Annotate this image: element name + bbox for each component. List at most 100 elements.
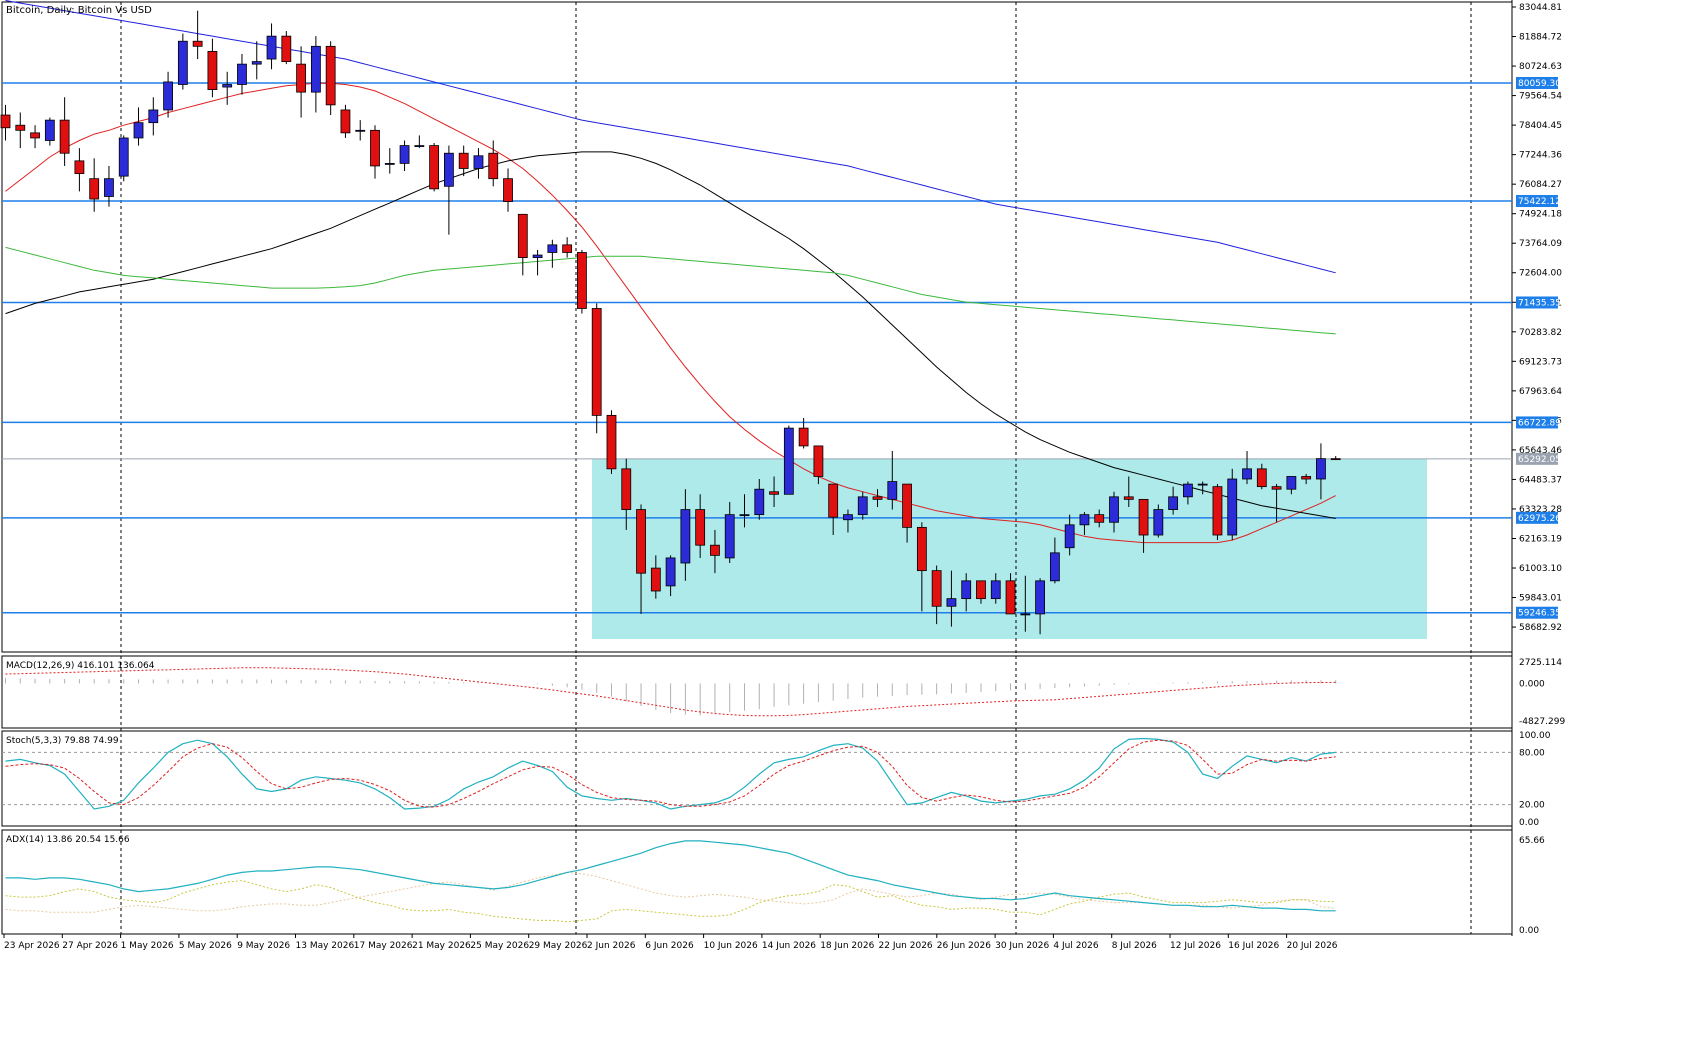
candle-bullish bbox=[1079, 514, 1090, 526]
adx-tick-label: 0.00 bbox=[1519, 926, 1539, 936]
macd-tick-label: -4827.299 bbox=[1519, 717, 1565, 727]
candle-bearish bbox=[59, 119, 70, 154]
candle-bearish bbox=[503, 178, 513, 202]
date-tick-label: 22 Jun 2026 bbox=[879, 941, 933, 951]
candle-bearish bbox=[458, 152, 469, 169]
date-tick-label: 10 Jun 2026 bbox=[704, 941, 758, 951]
candle-bullish bbox=[414, 145, 425, 147]
price-tick-label: 62163.19 bbox=[1519, 534, 1562, 544]
candle-bearish bbox=[1212, 486, 1223, 536]
candle-bearish bbox=[370, 129, 380, 167]
candle-bearish bbox=[429, 145, 440, 190]
candle-bearish bbox=[872, 496, 883, 500]
candle-bullish bbox=[1183, 483, 1193, 498]
candle-bearish bbox=[798, 427, 809, 447]
moving-average-blue bbox=[5, 0, 1336, 274]
candle-bullish bbox=[1109, 496, 1119, 523]
stoch-tick-label: 0.00 bbox=[1519, 818, 1539, 828]
price-tick-label: 69123.73 bbox=[1519, 357, 1562, 367]
date-tick-label: 5 May 2026 bbox=[179, 941, 232, 951]
date-tick-label: 14 Jun 2026 bbox=[762, 941, 816, 951]
candle-bullish bbox=[177, 40, 188, 85]
candle-bearish bbox=[30, 132, 40, 139]
candle-bearish bbox=[976, 580, 986, 600]
candle-bearish bbox=[1271, 486, 1282, 490]
candle-bullish bbox=[384, 163, 395, 165]
date-tick-label: 12 Jul 2026 bbox=[1170, 941, 1221, 951]
candle-bearish bbox=[902, 483, 912, 528]
price-tick-label: 81884.72 bbox=[1519, 33, 1562, 43]
adx-tick-label: 65.66 bbox=[1519, 836, 1545, 846]
candle-bearish bbox=[769, 491, 779, 495]
date-tick-label: 30 Jun 2026 bbox=[995, 941, 1049, 951]
candle-bullish bbox=[473, 155, 484, 169]
level-tag bbox=[1516, 195, 1558, 208]
level-tag-label: 66722.89 bbox=[1518, 418, 1561, 428]
level-tag bbox=[1516, 76, 1558, 89]
candle-bullish bbox=[1197, 483, 1208, 486]
candle-bullish bbox=[1020, 613, 1031, 616]
candle-bearish bbox=[931, 570, 942, 607]
candle-bearish bbox=[621, 468, 632, 510]
date-tick-label: 23 Apr 2026 bbox=[4, 941, 60, 951]
candle-bullish bbox=[355, 129, 366, 132]
panel-frame-sto bbox=[1, 730, 1513, 827]
moving-average-black bbox=[5, 151, 1336, 519]
price-tick-label: 74924.18 bbox=[1519, 210, 1562, 220]
candle-bullish bbox=[547, 244, 558, 253]
candle-bullish bbox=[1153, 509, 1164, 536]
candle-bearish bbox=[1256, 468, 1267, 488]
level-tag-label: 71435.35 bbox=[1518, 298, 1561, 308]
candle-bullish bbox=[118, 137, 129, 177]
price-tick-label: 63323.28 bbox=[1519, 505, 1562, 515]
price-tick-label: 73764.09 bbox=[1519, 239, 1562, 249]
candle-bullish bbox=[163, 81, 173, 111]
candle-bearish bbox=[695, 509, 706, 546]
candle-bearish bbox=[828, 483, 839, 518]
candle-bullish bbox=[857, 496, 868, 516]
date-tick-label: 6 Jun 2026 bbox=[645, 941, 694, 951]
level-tag bbox=[1516, 416, 1558, 429]
candle-bearish bbox=[577, 252, 587, 309]
stoch-title: Stoch(5,3,3) 79.88 74.99 bbox=[6, 736, 119, 746]
price-tick-label: 70283.82 bbox=[1519, 328, 1562, 338]
candle-bullish bbox=[1227, 478, 1238, 536]
candle-bullish bbox=[1035, 580, 1045, 615]
candle-bullish bbox=[739, 514, 750, 517]
date-tick-label: 27 Apr 2026 bbox=[62, 941, 118, 951]
date-tick-label: 25 May 2026 bbox=[470, 941, 529, 951]
stoch-signal-line bbox=[5, 739, 1336, 808]
candle-bearish bbox=[916, 526, 927, 572]
candle-bearish bbox=[207, 51, 218, 90]
candle-bullish bbox=[443, 152, 454, 187]
candle-bearish bbox=[710, 544, 720, 556]
date-tick-label: 16 Jul 2026 bbox=[1228, 941, 1279, 951]
candle-bullish bbox=[1049, 552, 1060, 582]
price-tick-label: 72604.00 bbox=[1519, 269, 1562, 279]
candle-bullish bbox=[783, 427, 794, 495]
candle-bullish bbox=[754, 488, 765, 516]
candle-bullish bbox=[1286, 476, 1297, 490]
candle-bearish bbox=[813, 445, 824, 477]
date-tick-label: 4 Jul 2026 bbox=[1053, 941, 1098, 951]
level-tag-label: 62975.26 bbox=[1518, 514, 1561, 524]
level-tag-label: 59246.35 bbox=[1518, 609, 1561, 619]
candle-bearish bbox=[1094, 514, 1105, 523]
price-tick-label: 83044.81 bbox=[1519, 3, 1562, 13]
moving-average-green bbox=[5, 246, 1336, 335]
date-tick-label: 8 Jul 2026 bbox=[1112, 941, 1157, 951]
candle-bullish bbox=[222, 84, 233, 88]
candle-bullish bbox=[148, 109, 159, 124]
candle-bullish bbox=[680, 509, 691, 564]
candle-bullish bbox=[237, 63, 247, 85]
candle-bearish bbox=[15, 124, 26, 131]
stoch-tick-label: 100.00 bbox=[1519, 731, 1551, 741]
candle-bearish bbox=[1005, 580, 1016, 615]
candle-bullish bbox=[133, 122, 144, 139]
price-tick-label: 67963.64 bbox=[1519, 387, 1562, 397]
current-price-tag bbox=[1516, 452, 1558, 465]
chart-title: Bitcoin, Daily: Bitcoin Vs USD bbox=[6, 5, 152, 16]
price-tick-label: 78404.45 bbox=[1519, 121, 1562, 131]
stoch-tick-label: 20.00 bbox=[1519, 801, 1545, 811]
